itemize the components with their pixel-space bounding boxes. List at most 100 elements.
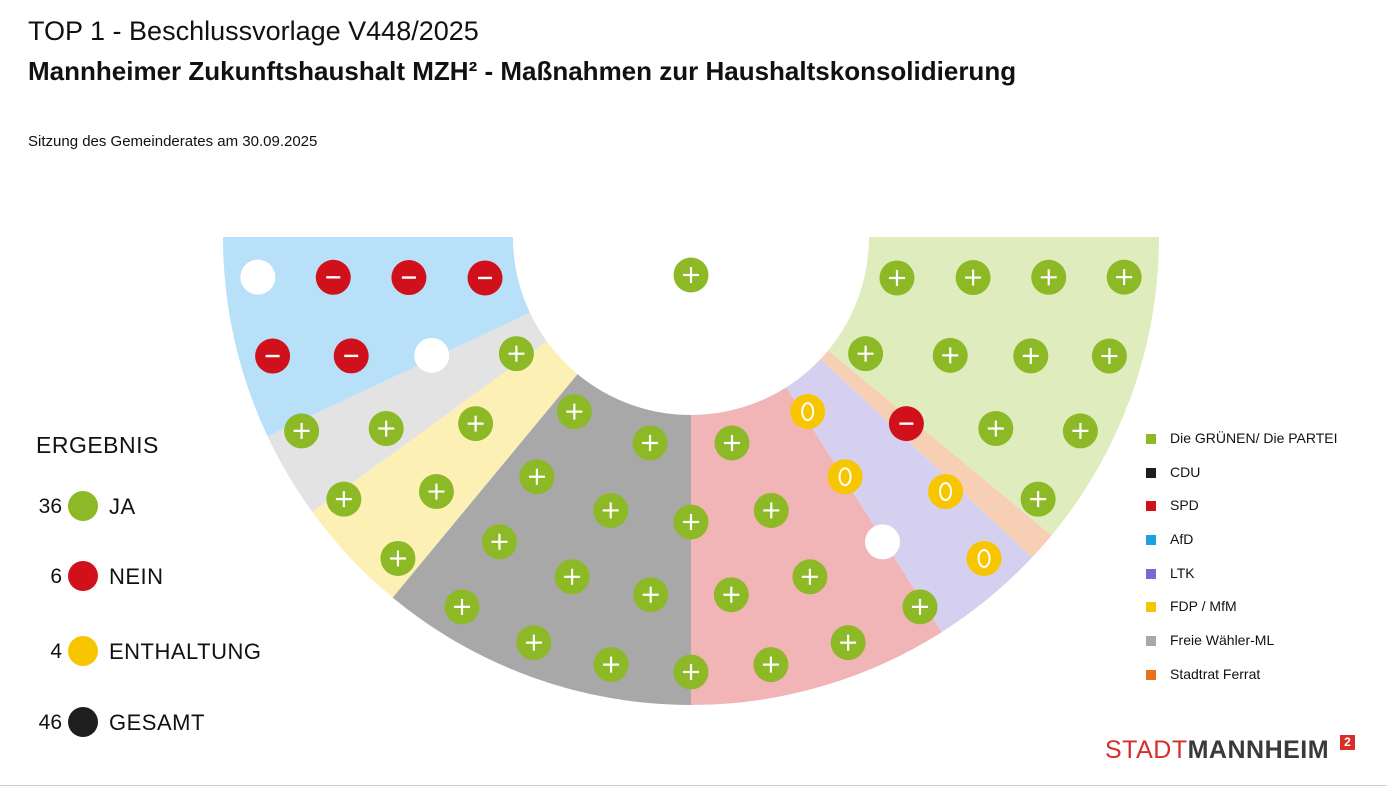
legend-item: SPD xyxy=(1146,493,1376,527)
seat-yes-icon xyxy=(632,425,668,461)
seat-yes-icon xyxy=(932,337,968,373)
stadt-mannheim-logo: STADTMANNHEIM xyxy=(1105,736,1329,765)
party-sector xyxy=(312,341,578,598)
legend-item: Freie Wähler-ML xyxy=(1146,628,1376,662)
seat-yes-icon xyxy=(458,406,494,442)
seat-yes-icon xyxy=(1091,338,1127,374)
seat-yes-icon xyxy=(1020,481,1056,517)
legend-label: AfD xyxy=(1170,531,1194,548)
seat-no-icon xyxy=(315,259,351,295)
seat-yes-icon xyxy=(554,559,590,595)
legend-item: LTK xyxy=(1146,561,1376,595)
seat-yes-icon xyxy=(753,647,789,683)
page-title-line-2: Mannheimer Zukunftshaushalt MZH² - Maßna… xyxy=(28,56,1017,86)
logo-badge-icon: 2 xyxy=(1340,735,1355,750)
legend-label: Die GRÜNEN/ Die PARTEI xyxy=(1170,430,1338,446)
abstain-dot-icon xyxy=(68,636,98,666)
seat-no-icon xyxy=(255,338,291,374)
seat-yes-icon xyxy=(516,625,552,661)
seat-yes-icon xyxy=(380,540,416,576)
page-title-line-1: TOP 1 - Beschlussvorlage V448/2025 xyxy=(28,16,479,46)
legend-item: FDP / MfM xyxy=(1146,594,1376,628)
seat-yes-icon xyxy=(498,336,534,372)
result-count: 6 xyxy=(50,565,62,588)
seat-yes-icon xyxy=(284,413,320,449)
result-row-abstain: 4 ENTHALTUNG xyxy=(0,634,320,670)
legend-swatch xyxy=(1146,434,1156,444)
legend-item: Stadtrat Ferrat xyxy=(1146,662,1376,696)
seat-yes-icon xyxy=(792,559,828,595)
divider xyxy=(0,785,1387,786)
seat-yes-icon xyxy=(673,654,709,690)
party-sector xyxy=(828,237,1159,536)
seat-yes-icon xyxy=(713,577,749,613)
seat-absent-icon xyxy=(414,337,450,373)
legend-swatch xyxy=(1146,602,1156,613)
seat-yes-icon xyxy=(481,524,517,560)
seat-no-icon xyxy=(333,338,369,374)
legend-swatch xyxy=(1146,501,1156,512)
seat-abstain-icon xyxy=(966,540,1002,576)
seat-yes-icon xyxy=(593,647,629,683)
result-label: NEIN xyxy=(109,564,164,589)
seat-yes-icon xyxy=(519,459,555,495)
yes-dot-icon xyxy=(68,491,98,521)
seat-yes-icon xyxy=(326,481,362,517)
seat-yes-icon xyxy=(444,589,480,625)
result-label: JA xyxy=(109,494,136,519)
seat-abstain-icon xyxy=(827,459,863,495)
result-row-yes: 36 JA xyxy=(0,489,320,525)
party-legend: Die GRÜNEN/ Die PARTEI CDU SPD AfD LTK F… xyxy=(1146,426,1376,696)
seat-absent-icon xyxy=(240,259,276,295)
result-count: 4 xyxy=(50,640,62,663)
legend-swatch xyxy=(1146,669,1156,680)
result-label: ENTHALTUNG xyxy=(109,639,262,664)
party-sector xyxy=(820,350,1052,558)
result-row-total: 46 GESAMT xyxy=(0,705,320,741)
legend-label: SPD xyxy=(1170,497,1199,514)
logo-text-stadt: STADT xyxy=(1105,736,1188,764)
legend-label: LTK xyxy=(1170,564,1195,581)
party-sector xyxy=(691,387,942,705)
seat-yes-icon xyxy=(418,474,454,510)
seat-yes-icon xyxy=(879,260,915,296)
seat-abstain-icon xyxy=(928,474,964,510)
seat-yes-icon xyxy=(368,411,404,447)
seat-yes-icon xyxy=(673,257,709,293)
party-sector xyxy=(267,312,547,513)
seat-yes-icon xyxy=(593,492,629,528)
seat-yes-icon xyxy=(1062,413,1098,449)
result-heading: ERGEBNIS xyxy=(36,432,159,458)
seat-yes-icon xyxy=(1013,338,1049,374)
seat-yes-icon xyxy=(830,625,866,661)
total-dot-icon xyxy=(68,707,98,737)
result-row-no: 6 NEIN xyxy=(0,559,320,595)
seat-yes-icon xyxy=(1031,259,1067,295)
seat-yes-icon xyxy=(556,394,592,430)
seat-absent-icon xyxy=(865,524,901,560)
seat-yes-icon xyxy=(848,336,884,372)
seat-yes-icon xyxy=(955,260,991,296)
party-sector xyxy=(223,237,530,437)
legend-swatch xyxy=(1146,535,1156,546)
seat-no-icon xyxy=(467,260,503,296)
legend-label: Freie Wähler-ML xyxy=(1170,632,1275,649)
seat-yes-icon xyxy=(978,411,1014,447)
seat-yes-icon xyxy=(633,577,669,613)
result-count: 46 xyxy=(38,711,62,734)
legend-item: AfD xyxy=(1146,527,1376,561)
seat-yes-icon xyxy=(902,589,938,625)
result-label: GESAMT xyxy=(109,710,205,735)
seat-yes-icon xyxy=(714,425,750,461)
legend-label: CDU xyxy=(1170,463,1201,480)
legend-swatch xyxy=(1146,636,1156,647)
seat-yes-icon xyxy=(673,504,709,540)
logo-text-mannheim: MANNHEIM xyxy=(1187,736,1330,764)
legend-item: CDU xyxy=(1146,460,1376,494)
result-count: 36 xyxy=(38,495,62,518)
seat-no-icon xyxy=(391,260,427,296)
no-dot-icon xyxy=(68,561,98,591)
seat-yes-icon xyxy=(1106,259,1142,295)
session-date: Sitzung des Gemeinderates am 30.09.2025 xyxy=(28,133,318,150)
